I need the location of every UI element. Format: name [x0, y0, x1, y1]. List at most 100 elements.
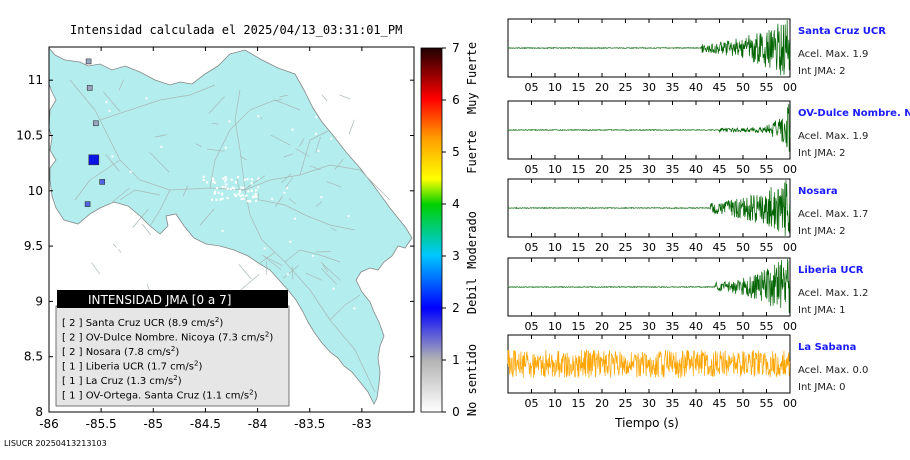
legend-entry-2: [ 2 ] Nosara (7.8 cm/s2)	[62, 345, 179, 358]
waveform-3-tick-10: 55	[760, 320, 774, 333]
waveform-panel-0: 05 10 15 20 25 30 35 40 45 50 55 00 Santa Cruz UCR Ac…	[507, 18, 886, 94]
waveform-3-tick-11: 00	[783, 320, 797, 333]
map-lon-tick-6: -83	[352, 417, 372, 431]
station-marker-1[interactable]	[99, 179, 105, 185]
waveform-2-tick-8: 45	[713, 241, 727, 254]
waveform-0-tick-10: 55	[760, 81, 774, 94]
road-network	[69, 79, 391, 393]
colorbar-tick-5: 5	[452, 145, 460, 159]
waveform-0-tick-3: 20	[595, 81, 609, 94]
map-lon-tick-5: -83.5	[294, 417, 325, 431]
waveform-3-tick-8: 45	[713, 320, 727, 333]
station-name-3: Liberia UCR	[798, 265, 864, 276]
waveform-4-tick-5: 30	[642, 397, 656, 410]
waveform-3-tick-7: 40	[689, 320, 703, 333]
station-accel-4: Acel. Max. 0.0	[798, 365, 868, 376]
waveform-1-tick-6: 35	[666, 163, 680, 176]
waveform-3-tick-4: 25	[619, 320, 633, 333]
map-lon-tick-4: -84	[248, 417, 268, 431]
map-lon-tick-3: -84.5	[190, 417, 221, 431]
waveform-2-tick-10: 55	[760, 241, 774, 254]
waveform-1-tick-5: 30	[642, 163, 656, 176]
waveform-trace-0	[507, 19, 791, 76]
map-lon-tick-2: -85	[143, 417, 163, 431]
map-lat-tick-1: 10.5	[16, 128, 43, 142]
waveform-4-tick-9: 50	[736, 397, 750, 410]
colorbar-tick-0: 0	[452, 405, 460, 419]
map-lat-tick-5: 8.5	[24, 350, 43, 364]
waveform-2-tick-0: 05	[525, 241, 539, 254]
waveform-3-tick-1: 10	[548, 320, 562, 333]
waveform-2-tick-2: 15	[572, 241, 586, 254]
waveform-3-tick-3: 20	[595, 320, 609, 333]
legend-entry-0: [ 2 ] Santa Cruz UCR (8.9 cm/s2)	[62, 316, 223, 329]
colorbar-tick-6: 6	[452, 93, 460, 107]
station-marker-5[interactable]	[85, 58, 92, 65]
waveform-4-tick-3: 20	[595, 397, 609, 410]
map-lat-tick-0: 11	[28, 73, 43, 87]
waveform-1-tick-3: 20	[595, 163, 609, 176]
waveform-1-tick-4: 25	[619, 163, 633, 176]
map-lat-tick-6: 8	[35, 405, 43, 419]
waveform-0-tick-2: 15	[572, 81, 586, 94]
colorbar: 0 1 2 3 4 5 6 7 No sentido Debil Moderado Fuerte Mu…	[420, 41, 479, 419]
colorbar-label-2: Moderado	[465, 211, 479, 269]
legend-entry-4: [ 1 ] La Cruz (1.3 cm/s2)	[62, 374, 182, 387]
station-markers[interactable]	[84, 58, 105, 207]
costa-rica-landmass	[49, 47, 413, 405]
legend-entry-5: [ 1 ] OV-Ortega. Santa Cruz (1.1 cm/s2)	[62, 389, 258, 402]
waveform-trace-1	[507, 103, 791, 152]
station-jma-1: Int JMA: 2	[798, 148, 846, 159]
colorbar-tick-3: 3	[452, 249, 460, 263]
station-marker-4[interactable]	[86, 85, 93, 91]
station-jma-3: Int JMA: 1	[798, 305, 846, 316]
waveform-0-tick-8: 45	[713, 81, 727, 94]
map-title: Intensidad calculada el 2025/04/13_03:31…	[70, 23, 403, 37]
station-name-0: Santa Cruz UCR	[798, 26, 886, 37]
legend-entry-3: [ 1 ] Liberia UCR (1.7 cm/s2)	[62, 360, 202, 373]
map-lon-tick-1: -85.5	[86, 417, 117, 431]
colorbar-label-0: No sentido	[465, 344, 479, 416]
colorbar-label-4: Muy Fuerte	[465, 42, 479, 114]
waveform-4-tick-2: 15	[572, 397, 586, 410]
station-marker-3[interactable]	[93, 120, 99, 127]
waveform-4-tick-4: 25	[619, 397, 633, 410]
waveform-xlabel: Tiempo (s)	[614, 416, 679, 430]
waveform-panels: 05 10 15 20 25 30 35 40 45 50 55 00 Santa Cruz UCR Ac…	[507, 18, 910, 430]
station-marker-2[interactable]	[84, 201, 91, 207]
station-accel-1: Acel. Max. 1.9	[798, 131, 868, 142]
legend-entry-1: [ 2 ] OV-Dulce Nombre. Nicoya (7.3 cm/s2…	[62, 331, 273, 344]
footer-id: LISUCR 20250413213103	[4, 439, 107, 448]
map-lat-tick-3: 9.5	[24, 239, 43, 253]
waveform-1-tick-1: 10	[548, 163, 562, 176]
station-name-4: La Sabana	[798, 342, 856, 353]
colorbar-tick-2: 2	[452, 301, 460, 315]
waveform-0-tick-9: 50	[736, 81, 750, 94]
station-jma-4: Int JMA: 0	[798, 382, 846, 393]
waveform-2-tick-1: 10	[548, 241, 562, 254]
waveform-0-tick-4: 25	[619, 81, 633, 94]
waveform-1-tick-2: 15	[572, 163, 586, 176]
waveform-trace-3	[507, 258, 791, 314]
waveform-2-tick-6: 35	[666, 241, 680, 254]
waveform-0-tick-7: 40	[689, 81, 703, 94]
colorbar-label-3: Fuerte	[465, 130, 479, 173]
waveform-2-tick-3: 20	[595, 241, 609, 254]
waveform-4-tick-8: 45	[713, 397, 727, 410]
station-name-1: OV-Dulce Nombre. Nicoya	[798, 108, 910, 119]
waveform-1-tick-10: 55	[760, 163, 774, 176]
waveform-1-tick-7: 40	[689, 163, 703, 176]
waveform-3-tick-9: 50	[736, 320, 750, 333]
map-lat-tick-4: 9	[35, 294, 43, 308]
waveform-4-tick-7: 40	[689, 397, 703, 410]
waveform-0-tick-5: 30	[642, 81, 656, 94]
map-lon-tick-0: -86	[39, 417, 59, 431]
colorbar-tick-1: 1	[452, 353, 460, 367]
legend-title: INTENSIDAD JMA [0 a 7]	[88, 293, 231, 307]
waveform-2-tick-9: 50	[736, 241, 750, 254]
waveform-1-tick-11: 00	[783, 163, 797, 176]
station-marker-0[interactable]	[88, 154, 100, 166]
waveform-2-tick-11: 00	[783, 241, 797, 254]
waveform-0-tick-6: 35	[666, 81, 680, 94]
